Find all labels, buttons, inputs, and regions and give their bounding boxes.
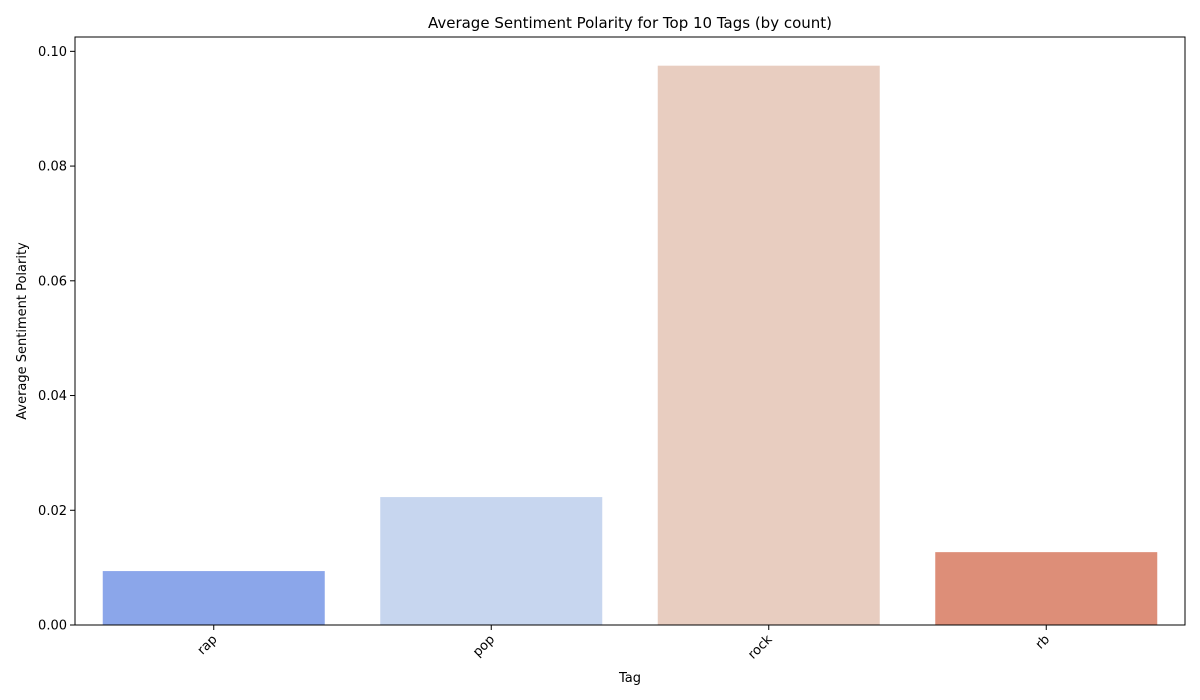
y-tick-label: 0.08	[38, 160, 67, 175]
y-tick-label: 0.04	[38, 389, 67, 404]
x-tick-label: rock	[745, 632, 776, 663]
x-axis: rap pop rock rb	[195, 625, 1053, 662]
bar-rb	[935, 552, 1158, 625]
y-tick-label: 0.06	[38, 274, 67, 289]
y-axis-label: Average Sentiment Polarity	[15, 242, 30, 420]
x-tick-label: rap	[195, 632, 221, 658]
plot-frame	[74, 36, 1186, 626]
y-axis: 0.00 0.02 0.04 0.06 0.08 0.10	[38, 45, 75, 634]
bar-rap	[102, 571, 325, 625]
y-tick-label: 0.00	[38, 619, 67, 634]
chart-title: Average Sentiment Polarity for Top 10 Ta…	[428, 14, 832, 32]
bar-pop	[380, 497, 603, 625]
bars-group	[102, 65, 1158, 626]
x-tick-label: pop	[470, 632, 498, 660]
y-tick-label: 0.10	[38, 45, 67, 60]
x-axis-label: Tag	[618, 671, 641, 686]
bar-rock	[657, 65, 880, 626]
y-tick-label: 0.02	[38, 504, 67, 519]
x-tick-label: rb	[1033, 632, 1053, 652]
